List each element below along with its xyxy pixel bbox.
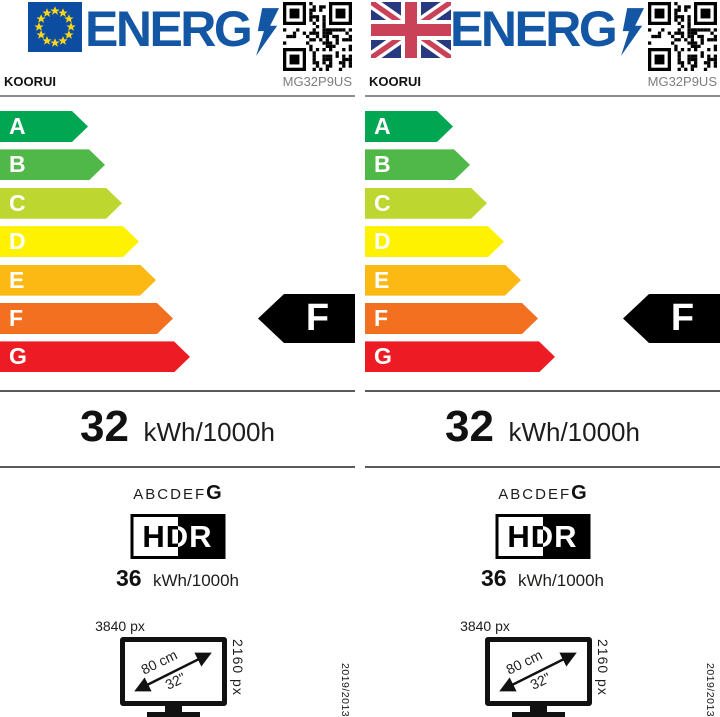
qr-code [648, 2, 717, 71]
energy-class-ladder: A B C D E F G F [365, 111, 720, 375]
hdr-consumption: 36 kWh/1000h [0, 565, 355, 595]
hdr-pictogram: HDR [495, 514, 590, 559]
class-arrow-b: B [365, 149, 470, 180]
hdr-pictogram: HDR [130, 514, 225, 559]
model-identifier: MG32P9US [647, 74, 717, 89]
vertical-resolution: 2160 px [595, 639, 611, 696]
sdr-consumption-value: 32 [445, 402, 494, 451]
horizontal-resolution: 3840 px [95, 618, 145, 634]
rating-indicator-arrow: F [258, 294, 355, 343]
hdr-consumption-unit: kWh/1000h [518, 571, 605, 590]
section-divider [0, 466, 355, 468]
monitor-stand-base [512, 712, 565, 717]
regulation-number: 2019/2013 [339, 663, 351, 717]
class-arrow-d: D [365, 226, 504, 257]
regulation-number: 2019/2013 [704, 663, 716, 717]
monitor-stand-stem [530, 706, 547, 713]
class-arrow-d: D [0, 226, 139, 257]
hdr-consumption-unit: kWh/1000h [153, 571, 240, 590]
screen-pictogram: 80 cm 32" [485, 637, 592, 706]
hdr-scale-abcdef: ABCDEF [133, 486, 207, 503]
hdr-pictogram-text: HDR [507, 519, 578, 554]
qr-code [283, 2, 352, 71]
class-arrow-b: B [0, 149, 105, 180]
eu-flag-icon [28, 2, 82, 52]
rating-indicator-arrow: F [623, 294, 720, 343]
energ-logo: ENERG [450, 1, 645, 57]
hdr-scale-letters: ABCDEFG [0, 482, 355, 505]
energ-logo-text: ENERG [450, 1, 618, 57]
diagonal-arrow-icon [134, 652, 212, 692]
sdr-consumption-unit: kWh/1000h [508, 417, 640, 447]
section-divider [0, 390, 355, 392]
class-arrow-e: E [0, 265, 156, 296]
model-identifier: MG32P9US [282, 74, 352, 89]
class-arrow-f: F [365, 303, 538, 334]
energy-label: ENERG KOORUI MG32P9US A B C D E F G F 32… [365, 0, 720, 717]
class-arrow-a: A [365, 111, 453, 142]
horizontal-resolution: 3840 px [460, 618, 510, 634]
header-divider [0, 95, 355, 97]
hdr-consumption-value: 36 [115, 565, 142, 591]
supplier-name: KOORUI [369, 74, 421, 89]
energy-label: ENERG KOORUI MG32P9US A B C D E F G F 32… [0, 0, 355, 717]
class-arrow-g: G [0, 341, 190, 372]
hdr-scale-letters: ABCDEFG [365, 482, 720, 505]
class-arrow-a: A [0, 111, 88, 142]
hdr-scale-g: G [206, 482, 222, 504]
section-divider [365, 390, 720, 392]
class-arrow-g: G [365, 341, 555, 372]
hdr-consumption: 36 kWh/1000h [365, 565, 720, 595]
class-arrow-c: C [365, 188, 487, 219]
header-divider [365, 95, 720, 97]
sdr-consumption-unit: kWh/1000h [143, 417, 275, 447]
section-divider [365, 466, 720, 468]
supplier-name: KOORUI [4, 74, 56, 89]
class-arrow-e: E [365, 265, 521, 296]
hdr-consumption-value: 36 [480, 565, 507, 591]
monitor-stand-base [147, 712, 200, 717]
sdr-consumption: 32 kWh/1000h [0, 399, 355, 465]
class-arrow-c: C [0, 188, 122, 219]
energ-logo-text: ENERG [85, 1, 253, 57]
brand-row: KOORUI MG32P9US [4, 74, 352, 89]
uk-flag-icon [371, 2, 451, 58]
sdr-consumption: 32 kWh/1000h [365, 399, 720, 465]
lightning-bolt-icon [256, 8, 280, 56]
hdr-scale-g: G [571, 482, 587, 504]
energ-logo: ENERG [85, 1, 280, 57]
brand-row: KOORUI MG32P9US [369, 74, 717, 89]
lightning-bolt-icon [621, 8, 645, 56]
energy-class-ladder: A B C D E F G F [0, 111, 355, 375]
hdr-pictogram-text: HDR [142, 519, 213, 554]
screen-pictogram: 80 cm 32" [120, 637, 227, 706]
diagonal-arrow-icon [499, 652, 577, 692]
hdr-scale-abcdef: ABCDEF [498, 486, 572, 503]
vertical-resolution: 2160 px [230, 639, 246, 696]
class-arrow-f: F [0, 303, 173, 334]
sdr-consumption-value: 32 [80, 402, 129, 451]
monitor-stand-stem [165, 706, 182, 713]
